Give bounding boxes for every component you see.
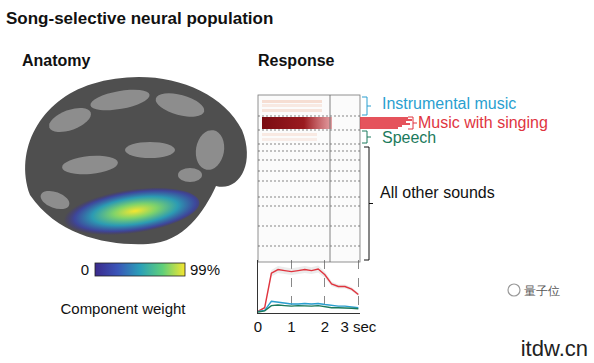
svg-text:Song-selective neural populati: Song-selective neural population [6,9,273,28]
svg-text:量子位: 量子位 [524,284,560,298]
svg-text:0: 0 [81,261,89,278]
svg-text:2: 2 [321,318,329,335]
svg-text:Response: Response [258,52,335,69]
svg-text:itdw.cn: itdw.cn [521,336,588,361]
svg-text:Speech: Speech [382,129,436,146]
svg-text:99%: 99% [190,261,220,278]
svg-text:All other sounds: All other sounds [380,184,495,201]
svg-text:Anatomy: Anatomy [22,52,91,69]
svg-text:3 sec: 3 sec [340,318,376,335]
svg-text:0: 0 [254,318,262,335]
svg-text:Component weight: Component weight [60,300,186,317]
svg-text:1: 1 [287,318,295,335]
svg-text:Music with singing: Music with singing [418,114,548,131]
svg-text:Instrumental music: Instrumental music [382,95,516,112]
